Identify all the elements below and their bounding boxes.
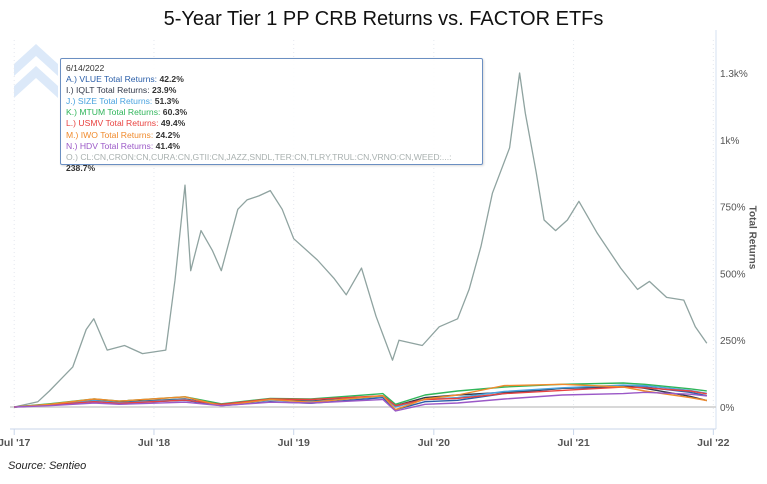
tooltip-series-value: 238.7% bbox=[66, 162, 96, 173]
tooltip-series-value: 24.2% bbox=[155, 129, 180, 140]
x-tick-label: Jul '17 bbox=[0, 437, 31, 449]
tooltip-row: L.) USMV Total Returns: 49.4% bbox=[66, 118, 477, 129]
source-note: Source: Sentieo bbox=[8, 460, 87, 472]
chart-title: 5-Year Tier 1 PP CRB Returns vs. FACTOR … bbox=[163, 8, 604, 30]
watermark-logo-icon bbox=[14, 44, 58, 98]
x-tick-label: Jul '21 bbox=[557, 437, 589, 449]
tooltip-series-label: O.) CL:CN,CRON:CN,CURA:CN,GTII:CN,JAZZ,S… bbox=[66, 151, 452, 162]
y-tick-label: 250% bbox=[720, 336, 746, 347]
tooltip-series-label: I.) IQLT Total Returns: bbox=[66, 85, 150, 96]
tooltip-row: J.) SIZE Total Returns: 51.3% bbox=[66, 96, 477, 107]
y-tick-label: 750% bbox=[720, 203, 746, 214]
tooltip-series-value: 41.4% bbox=[155, 140, 181, 151]
series-line-6[interactable] bbox=[14, 391, 707, 412]
tooltip-row: M.) IWO Total Returns: 24.2% bbox=[66, 130, 477, 141]
y-axis-label: Total Returns bbox=[746, 205, 758, 270]
tooltip-series-value: 51.3% bbox=[154, 96, 180, 107]
x-tick-label: Jul '18 bbox=[138, 437, 170, 449]
y-tick-label: 0% bbox=[720, 403, 735, 414]
tooltip-series-label: A.) VLUE Total Returns: bbox=[66, 74, 158, 85]
x-tick-label: Jul '20 bbox=[418, 437, 450, 449]
tooltip-row: K.) MTUM Total Returns: 60.3% bbox=[66, 107, 477, 118]
x-tick-label: Jul '19 bbox=[278, 437, 310, 449]
tooltip-series-label: K.) MTUM Total Returns: bbox=[66, 107, 161, 118]
tooltip-series-value: 49.4% bbox=[160, 118, 186, 129]
series-line-5[interactable] bbox=[14, 383, 707, 411]
y-tick-label: 1k% bbox=[720, 136, 740, 147]
tooltip-row: I.) IQLT Total Returns: 23.9% bbox=[66, 85, 477, 96]
tooltip-series-label: N.) HDV Total Returns: bbox=[66, 140, 154, 151]
tooltip-series-label: L.) USMV Total Returns: bbox=[66, 118, 159, 129]
y-tick-label: 500% bbox=[720, 269, 746, 280]
tooltip-series-label: J.) SIZE Total Returns: bbox=[66, 96, 153, 107]
tooltip-series-value: 42.2% bbox=[159, 74, 184, 85]
y-tick-label: 1.3k% bbox=[720, 69, 748, 80]
tooltip-date: 6/14/2022 bbox=[66, 63, 105, 73]
hover-tooltip: 6/14/2022 A.) VLUE Total Returns: 42.2% I… bbox=[60, 58, 483, 173]
tooltip-row: O.) CL:CN,CRON:CN,CURA:CN,GTII:CN,JAZZ,S… bbox=[66, 152, 477, 174]
series-line-7[interactable] bbox=[14, 72, 708, 408]
tooltip-row: N.) HDV Total Returns: 41.4% bbox=[66, 141, 477, 152]
tooltip-series-value: 23.9% bbox=[151, 85, 177, 96]
x-tick-label: Jul '22 bbox=[697, 437, 729, 449]
tooltip-row: A.) VLUE Total Returns: 42.2% bbox=[66, 74, 477, 85]
tooltip-series-value: 60.3% bbox=[162, 107, 188, 118]
tooltip-series-label: M.) IWO Total Returns: bbox=[66, 129, 154, 140]
